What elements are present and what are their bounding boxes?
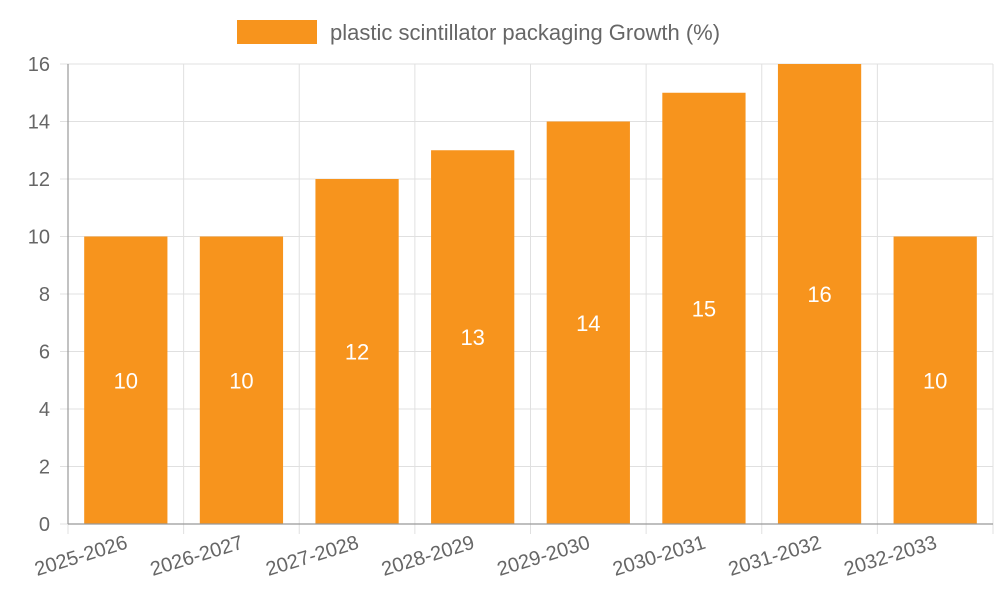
x-axis-tick-labels: 2025-2026 2026-2027 2027-2028 2028-2029 2029…	[32, 532, 939, 581]
bar-2026-2027[interactable]	[199, 236, 284, 525]
bar-value-label: 10	[229, 368, 253, 393]
bar-value-label: 16	[807, 282, 831, 307]
y-tick-label: 10	[28, 227, 50, 249]
bar-2031-2032[interactable]	[777, 64, 862, 524]
legend[interactable]: plastic scintillator packaging Growth (%…	[237, 20, 720, 45]
bar-value-labels: 10 10 12 13 14 15 16 10	[114, 282, 948, 393]
bar-value-label: 15	[692, 296, 716, 321]
bar-2025-2026[interactable]	[84, 236, 168, 525]
bar-value-label: 12	[345, 340, 369, 365]
x-tick-label: 2026-2027	[148, 532, 246, 581]
bar-2028-2029[interactable]	[431, 150, 515, 524]
x-tick-label: 2027-2028	[263, 532, 361, 581]
bars	[84, 64, 977, 524]
bar-value-label: 10	[923, 368, 947, 393]
y-tick-label: 14	[28, 112, 50, 134]
bar-value-label: 14	[576, 311, 600, 336]
y-tick-label: 4	[39, 399, 50, 421]
bar-value-label: 10	[114, 368, 138, 393]
y-tick-label: 0	[39, 514, 50, 536]
y-tick-label: 6	[39, 342, 50, 364]
legend-swatch	[237, 20, 317, 44]
y-tick-label: 2	[39, 457, 50, 479]
bar-2032-2033[interactable]	[893, 236, 977, 525]
x-tick-label: 2030-2031	[610, 532, 708, 581]
bar-value-label: 13	[460, 325, 484, 350]
x-tick-label: 2025-2026	[32, 532, 130, 581]
x-tick-label: 2028-2029	[379, 532, 477, 581]
axes	[67, 64, 993, 525]
x-tick-label: 2032-2033	[842, 532, 940, 581]
y-axis-tick-labels: 0 2 4 6 8 10 12 14 16	[28, 54, 50, 536]
x-tick-label: 2031-2032	[726, 532, 824, 581]
y-tick-label: 12	[28, 169, 50, 191]
x-tick-label: 2029-2030	[495, 532, 593, 581]
legend-label: plastic scintillator packaging Growth (%…	[330, 20, 720, 45]
bar-2029-2030[interactable]	[546, 121, 630, 525]
bar-2027-2028[interactable]	[315, 179, 399, 524]
y-tick-label: 8	[39, 284, 50, 306]
bar-2030-2031[interactable]	[662, 92, 746, 524]
y-tick-label: 16	[28, 54, 50, 76]
